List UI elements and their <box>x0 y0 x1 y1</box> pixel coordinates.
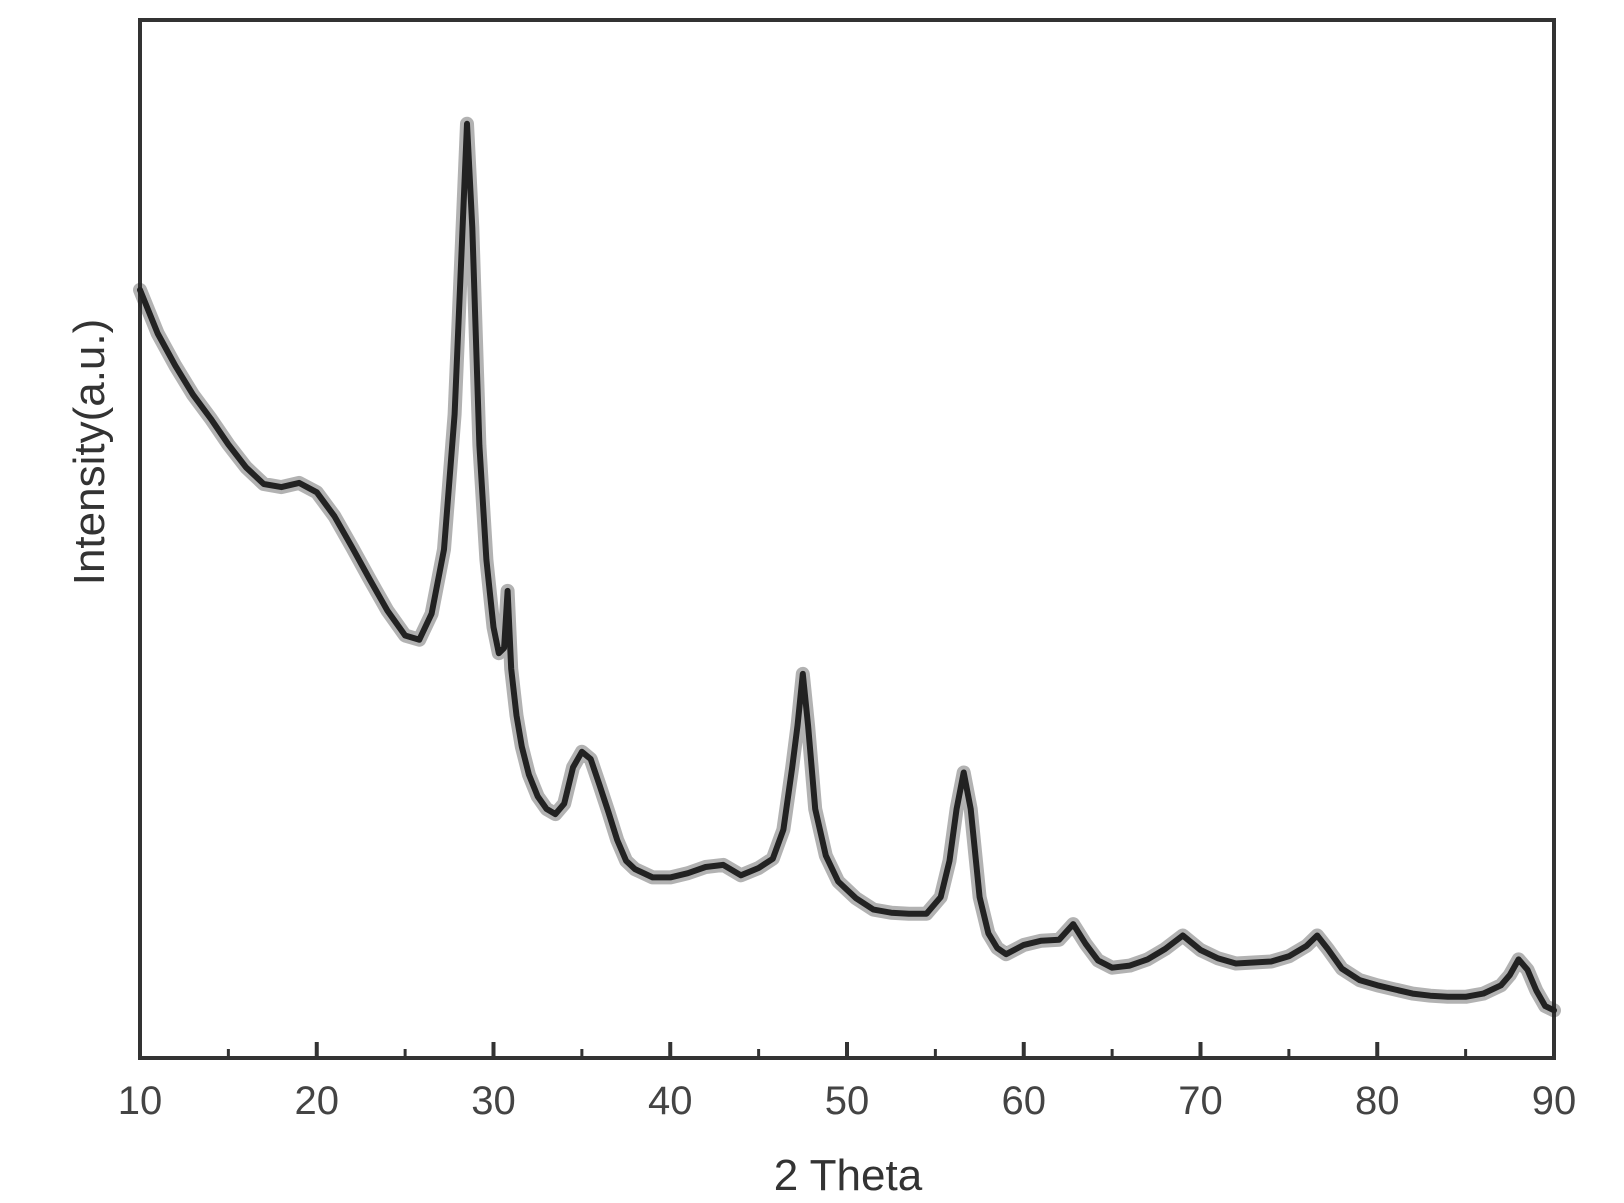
x-tick-label: 70 <box>1178 1079 1223 1123</box>
y-axis-title: Intensity(a.u.) <box>65 319 114 586</box>
x-axis-tick-labels: 10 20 30 40 50 60 70 80 90 <box>118 1079 1577 1123</box>
series-line-halo <box>133 116 1561 1018</box>
x-tick-label: 90 <box>1532 1079 1577 1123</box>
plot-area: 10 20 30 40 50 60 70 80 90 <box>118 18 1577 1123</box>
x-tick-label: 80 <box>1355 1079 1400 1123</box>
x-tick-label: 30 <box>471 1079 516 1123</box>
x-tick-label: 50 <box>825 1079 870 1123</box>
x-tick-label: 20 <box>295 1079 340 1123</box>
x-axis-title: 2 Theta <box>774 1151 923 1200</box>
series-group <box>133 116 1561 1018</box>
x-tick-label: 40 <box>648 1079 693 1123</box>
x-tick-label: 10 <box>118 1079 163 1123</box>
x-tick-label: 60 <box>1002 1079 1047 1123</box>
series-line <box>137 120 1557 1014</box>
x-axis-ticks <box>138 1042 1556 1058</box>
